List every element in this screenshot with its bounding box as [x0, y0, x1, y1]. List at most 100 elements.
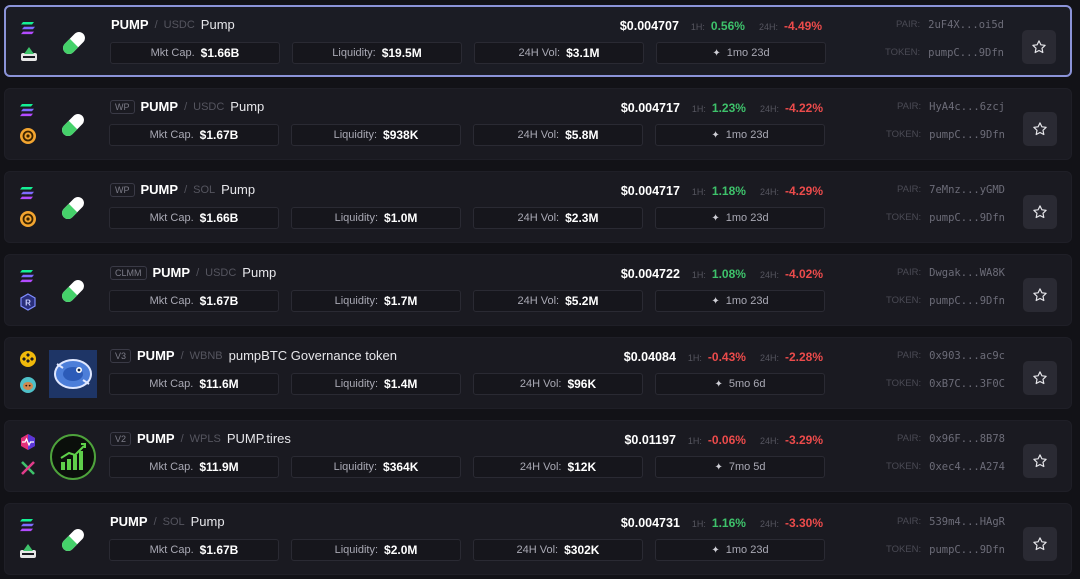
pair-separator: / [184, 100, 188, 113]
pair-row[interactable]: V2 PUMP / WPLS PUMP.tires $0.01197 1H: -… [4, 420, 1072, 492]
watchlist-star-button[interactable] [1023, 361, 1057, 395]
solana-icon [21, 22, 35, 35]
mkt-cap-label: Mkt Cap. [149, 544, 194, 556]
pair-address-value[interactable]: 0x903...ac9c [929, 350, 1005, 362]
price-bar: $0.004731 1H: 1.16% 24H: -3.30% [621, 516, 823, 530]
pair-row[interactable]: PUMP / SOL Pump $0.004731 1H: 1.16% 24H:… [4, 503, 1072, 575]
mkt-cap-value: $1.67B [199, 543, 239, 557]
price-bar: $0.004717 1H: 1.23% 24H: -4.22% [621, 101, 823, 115]
base-symbol: PUMP [152, 265, 191, 280]
pair-address-value[interactable]: 7eMnz...yGMD [929, 184, 1005, 196]
token-label: TOKEN: [885, 295, 922, 306]
pair-row[interactable]: WP PUMP / USDC Pump $0.004717 1H: 1.23% … [4, 88, 1072, 160]
pair-label: PAIR: [897, 433, 922, 444]
token-address-value[interactable]: pumpC...9Dfn [928, 47, 1004, 59]
watchlist-star-button[interactable] [1022, 30, 1056, 64]
pair-address-value[interactable]: Dwgak...WA8K [929, 267, 1005, 279]
token-address[interactable]: TOKEN: pumpC...9Dfn [824, 47, 1004, 59]
token-address-value[interactable]: 0xec4...A274 [929, 461, 1005, 473]
h1-change: 1.23% [711, 101, 746, 115]
price: $0.01197 [624, 433, 676, 447]
pair-title: PUMP / SOL Pump [110, 514, 225, 529]
liquidity-stat: Liquidity: $364K [291, 456, 461, 478]
pair-address[interactable]: PAIR: 539m4...HAgR [825, 516, 1005, 528]
token-address[interactable]: TOKEN: pumpC...9Dfn [825, 295, 1005, 307]
pair-address-value[interactable]: 2uF4X...oi5d [928, 19, 1004, 31]
h24-change: -3.29% [784, 433, 823, 447]
token-name: Pump [230, 99, 265, 114]
token-address-value[interactable]: pumpC...9Dfn [929, 544, 1005, 556]
solana-icon [20, 519, 34, 532]
pair-row[interactable]: WP PUMP / SOL Pump $0.004717 1H: 1.18% 2… [4, 171, 1072, 243]
sprout-icon: ✦ [714, 461, 723, 473]
pair-address[interactable]: PAIR: Dwgak...WA8K [825, 267, 1005, 279]
solana-icon [20, 270, 34, 283]
pool-type-badge: V2 [110, 431, 132, 446]
h1-label: 1H: [687, 436, 702, 446]
watchlist-star-button[interactable] [1023, 195, 1057, 229]
age-value: 1mo 23d [725, 295, 769, 307]
token-name: PUMP.tires [226, 431, 291, 446]
watchlist-star-button[interactable] [1023, 444, 1057, 478]
pair-title: V3 PUMP / WBNB pumpBTC Governance token [110, 348, 397, 363]
age-value: 7mo 5d [728, 461, 766, 473]
token-logo-pill-icon [49, 101, 97, 149]
sprout-icon: ✦ [714, 378, 723, 390]
pair-address[interactable]: PAIR: HyA4c...6zcj [825, 101, 1005, 113]
token-address-value[interactable]: 0xB7C...3F0C [929, 378, 1005, 390]
quote-symbol: WBNB [189, 349, 223, 362]
pair-title: PUMP / USDC Pump [111, 17, 235, 32]
token-logo-pill-icon [49, 184, 97, 232]
token-address-value[interactable]: pumpC...9Dfn [929, 129, 1005, 141]
sprout-icon: ✦ [711, 544, 720, 556]
pool-type-badge: WP [110, 99, 135, 114]
chain-icons [19, 433, 39, 481]
mkt-cap-value: $11.6M [199, 377, 239, 391]
age-value: 5mo 6d [728, 378, 766, 390]
pair-address-value[interactable]: HyA4c...6zcj [929, 101, 1005, 113]
pair-address[interactable]: PAIR: 2uF4X...oi5d [824, 19, 1004, 31]
token-logo-pill-icon [49, 516, 97, 564]
pair-address-value[interactable]: 0x96F...8B78 [929, 433, 1005, 445]
token-address-value[interactable]: pumpC...9Dfn [929, 212, 1005, 224]
volume-label: 24H Vol: [517, 129, 560, 141]
token-address[interactable]: TOKEN: 0xB7C...3F0C [825, 378, 1005, 390]
watchlist-star-button[interactable] [1023, 527, 1057, 561]
base-symbol: PUMP [140, 182, 179, 197]
liquidity-stat: Liquidity: $19.5M [292, 42, 462, 64]
token-address[interactable]: TOKEN: pumpC...9Dfn [825, 212, 1005, 224]
pair-row[interactable]: PUMP / USDC Pump $0.004707 1H: 0.56% 24H… [4, 5, 1072, 77]
chain-icons [19, 516, 39, 564]
age-stat: ✦ 1mo 23d [655, 290, 825, 312]
base-symbol: PUMP [137, 431, 175, 446]
pair-title: WP PUMP / SOL Pump [110, 182, 255, 197]
pair-address[interactable]: PAIR: 0x96F...8B78 [825, 433, 1005, 445]
market-cap-stat: Mkt Cap. $1.66B [109, 207, 279, 229]
watchlist-star-button[interactable] [1023, 112, 1057, 146]
mkt-cap-label: Mkt Cap. [149, 461, 194, 473]
star-icon [1032, 40, 1046, 54]
volume-label: 24H Vol: [519, 461, 562, 473]
token-address[interactable]: TOKEN: pumpC...9Dfn [825, 544, 1005, 556]
liquidity-stat: Liquidity: $1.4M [291, 373, 461, 395]
watchlist-star-button[interactable] [1023, 278, 1057, 312]
pair-address-value[interactable]: 539m4...HAgR [929, 516, 1005, 528]
pair-address[interactable]: PAIR: 0x903...ac9c [825, 350, 1005, 362]
pair-label: PAIR: [897, 267, 922, 278]
sprout-icon: ✦ [712, 47, 721, 59]
pair-row[interactable]: V3 PUMP / WBNB pumpBTC Governance token … [4, 337, 1072, 409]
token-address[interactable]: TOKEN: 0xec4...A274 [825, 461, 1005, 473]
pair-separator: / [153, 515, 157, 528]
token-address-value[interactable]: pumpC...9Dfn [929, 295, 1005, 307]
sprout-icon: ✦ [711, 212, 720, 224]
pair-row[interactable]: R CLMM PUMP / USDC Pump $0.004722 1H: 1.… [4, 254, 1072, 326]
volume-stat: 24H Vol: $5.8M [473, 124, 643, 146]
dex-icon [20, 544, 36, 558]
solana-icon [20, 187, 34, 200]
pair-address[interactable]: PAIR: 7eMnz...yGMD [825, 184, 1005, 196]
volume-label: 24H Vol: [517, 212, 560, 224]
age-value: 1mo 23d [726, 47, 770, 59]
token-address[interactable]: TOKEN: pumpC...9Dfn [825, 129, 1005, 141]
age-stat: ✦ 1mo 23d [655, 124, 825, 146]
h24-label: 24H: [759, 270, 779, 280]
